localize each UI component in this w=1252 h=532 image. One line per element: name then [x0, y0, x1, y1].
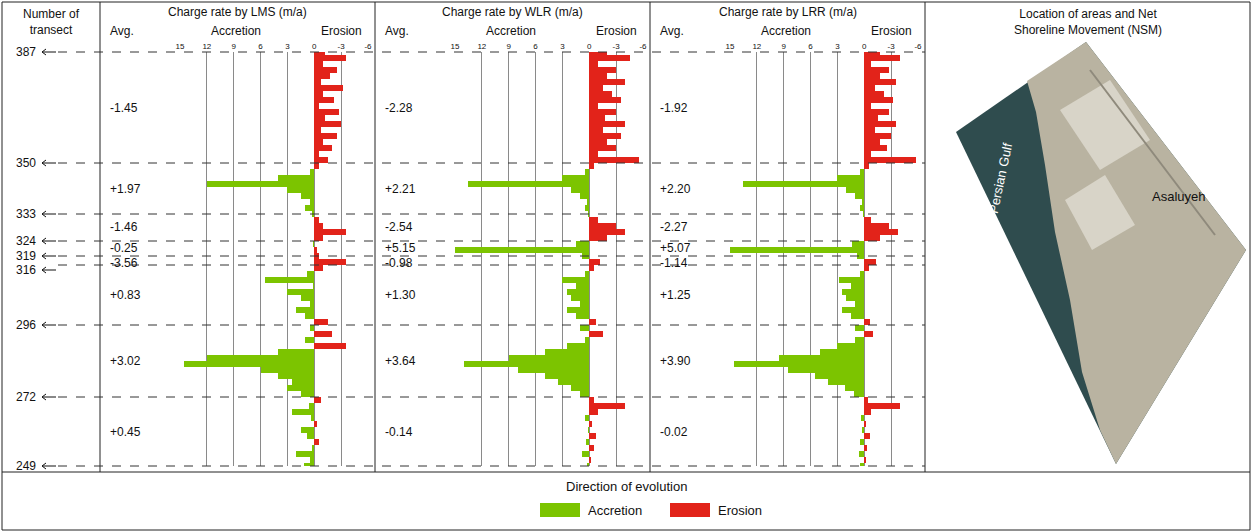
svg-text:Charge rate by LRR (m/a): Charge rate by LRR (m/a)	[719, 5, 857, 19]
svg-text:-2.54: -2.54	[385, 220, 413, 234]
svg-text:9: 9	[781, 42, 786, 51]
svg-text:15: 15	[451, 42, 460, 51]
svg-text:324: 324	[16, 234, 36, 248]
svg-text:+3.64: +3.64	[385, 354, 416, 368]
svg-text:-6: -6	[364, 42, 372, 51]
svg-text:+1.97: +1.97	[110, 182, 141, 196]
svg-text:-3: -3	[613, 42, 621, 51]
svg-text:-1.46: -1.46	[110, 220, 138, 234]
svg-text:-0.25: -0.25	[110, 241, 138, 255]
svg-text:6: 6	[533, 42, 538, 51]
svg-text:333: 333	[16, 207, 36, 221]
svg-text:-3: -3	[338, 42, 346, 51]
svg-text:9: 9	[231, 42, 236, 51]
svg-text:3: 3	[835, 42, 840, 51]
svg-text:Erosion: Erosion	[596, 24, 637, 38]
svg-text:Number oftransect: Number oftransect	[23, 7, 80, 37]
svg-text:6: 6	[808, 42, 813, 51]
svg-text:+3.90: +3.90	[660, 354, 691, 368]
svg-text:12: 12	[202, 42, 211, 51]
svg-text:12: 12	[477, 42, 486, 51]
svg-text:-0.14: -0.14	[385, 425, 413, 439]
svg-text:-1.14: -1.14	[660, 256, 688, 270]
svg-text:Erosion: Erosion	[871, 24, 912, 38]
svg-text:9: 9	[506, 42, 511, 51]
svg-text:+2.20: +2.20	[660, 182, 691, 196]
svg-text:Charge rate by WLR (m/a): Charge rate by WLR (m/a)	[442, 5, 583, 19]
svg-text:0: 0	[587, 42, 592, 51]
svg-text:-3.56: -3.56	[110, 256, 138, 270]
svg-text:Accretion: Accretion	[588, 503, 642, 518]
svg-text:0: 0	[312, 42, 317, 51]
svg-text:-1.45: -1.45	[110, 101, 138, 115]
svg-text:Erosion: Erosion	[321, 24, 362, 38]
svg-text:Accretion: Accretion	[761, 24, 811, 38]
svg-text:+0.83: +0.83	[110, 288, 141, 302]
svg-text:296: 296	[16, 318, 36, 332]
svg-text:Charge rate by LMS (m/a): Charge rate by LMS (m/a)	[168, 5, 307, 19]
svg-text:Erosion: Erosion	[718, 503, 762, 518]
svg-text:3: 3	[285, 42, 290, 51]
svg-text:387: 387	[16, 45, 36, 59]
svg-text:319: 319	[16, 249, 36, 263]
svg-text:+5.15: +5.15	[385, 241, 416, 255]
svg-text:+1.30: +1.30	[385, 288, 416, 302]
svg-text:-6: -6	[639, 42, 647, 51]
svg-text:0: 0	[862, 42, 867, 51]
svg-text:+0.45: +0.45	[110, 425, 141, 439]
svg-text:-0.98: -0.98	[385, 256, 413, 270]
svg-text:+2.21: +2.21	[385, 182, 416, 196]
svg-text:+5.07: +5.07	[660, 241, 691, 255]
svg-text:Avg.: Avg.	[660, 24, 684, 38]
svg-text:3: 3	[560, 42, 565, 51]
svg-text:-6: -6	[914, 42, 922, 51]
svg-text:-2.28: -2.28	[385, 101, 413, 115]
svg-text:-3: -3	[888, 42, 896, 51]
svg-text:Accretion: Accretion	[486, 24, 536, 38]
svg-text:15: 15	[176, 42, 185, 51]
svg-text:6: 6	[258, 42, 263, 51]
svg-text:+3.02: +3.02	[110, 354, 141, 368]
svg-text:350: 350	[16, 156, 36, 170]
svg-text:Asaluyeh: Asaluyeh	[1152, 189, 1205, 204]
svg-text:Direction of evolution: Direction of evolution	[566, 479, 687, 494]
svg-text:249: 249	[16, 459, 36, 473]
svg-text:+1.25: +1.25	[660, 288, 691, 302]
svg-text:-0.02: -0.02	[660, 425, 688, 439]
svg-text:Avg.: Avg.	[385, 24, 409, 38]
svg-text:316: 316	[16, 263, 36, 277]
svg-text:Location of areas and NetShore: Location of areas and NetShoreline Movem…	[1014, 7, 1162, 37]
svg-text:15: 15	[726, 42, 735, 51]
svg-text:Accretion: Accretion	[211, 24, 261, 38]
svg-text:Persian Gulf: Persian Gulf	[986, 141, 1016, 214]
svg-text:272: 272	[16, 390, 36, 404]
svg-text:Avg.: Avg.	[110, 24, 134, 38]
svg-text:-1.92: -1.92	[660, 101, 688, 115]
svg-text:-2.27: -2.27	[660, 220, 688, 234]
svg-text:12: 12	[752, 42, 761, 51]
